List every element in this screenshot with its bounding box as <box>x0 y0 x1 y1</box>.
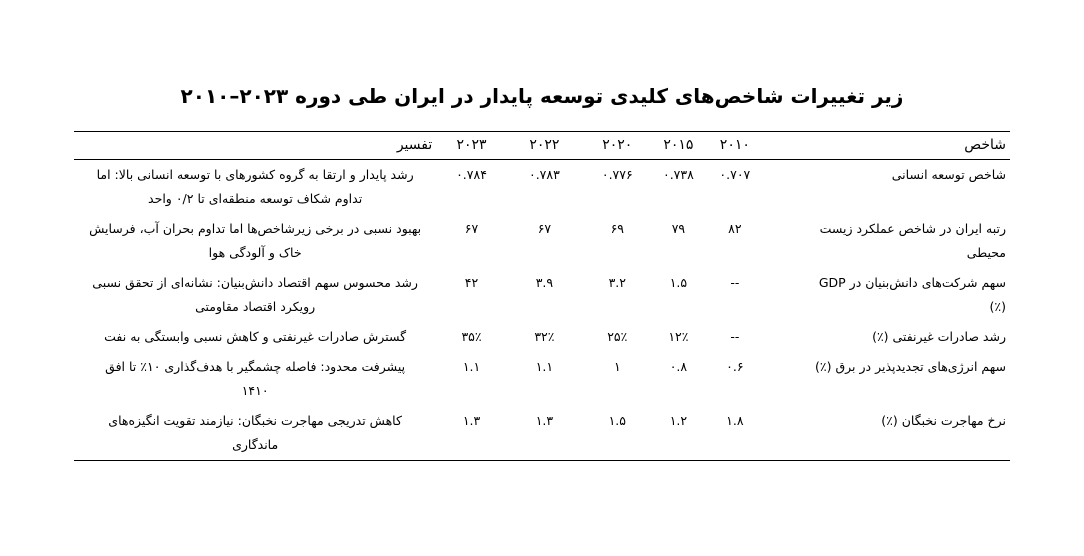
table-row: رتبه ایران در شاخص عملکرد زیست محیطی ۸۲ … <box>74 214 1010 268</box>
interpretation-cell: رشد محسوس سهم اقتصاد دانش‌بنیان: نشانه‌ا… <box>92 275 418 314</box>
table-row: سهم انرژی‌های تجدیدپذیر در برق (٪) ۰.۶ ۰… <box>74 352 1010 406</box>
value-cell-2010: -- <box>730 329 740 344</box>
value-cell-2023: ۰.۷۸۴ <box>456 167 487 182</box>
col-header-interpretation: تفسیر <box>74 131 437 160</box>
col-header-2022: ۲۰۲۲ <box>506 131 583 160</box>
value-cell-2022: ۳۲٪ <box>534 329 555 344</box>
value-cell-2015: ۰.۸ <box>669 359 688 374</box>
value-cell-2022: ۳.۹ <box>535 275 554 290</box>
indicators-table: شاخص ۲۰۱۰ ۲۰۱۵ ۲۰۲۰ ۲۰۲۲ ۲۰۲۳ تفسیر شاخص… <box>74 131 1010 461</box>
value-cell-2023: ۶۷ <box>464 221 479 236</box>
value-cell-2022: ۶۷ <box>537 221 552 236</box>
value-cell-2020: ۲۵٪ <box>607 329 628 344</box>
col-header-2023: ۲۰۲۳ <box>436 131 507 160</box>
indicator-cell: سهم شرکت‌های دانش‌بنیان در GDP (٪) <box>818 275 1006 314</box>
indicator-cell: شاخص توسعه انسانی <box>891 167 1006 182</box>
value-cell-2010: -- <box>730 275 740 290</box>
value-cell-2015: ۰.۷۳۸ <box>663 167 694 182</box>
table-row: سهم شرکت‌های دانش‌بنیان در GDP (٪) -- ۱.… <box>74 268 1010 322</box>
interpretation-cell: کاهش تدریجی مهاجرت نخبگان: نیازمند تقویت… <box>108 413 402 452</box>
value-cell-2023: ۱.۳ <box>462 413 481 428</box>
col-header-2010: ۲۰۱۰ <box>704 131 766 160</box>
interpretation-cell: رشد پایدار و ارتقا به گروه کشورهای با تو… <box>96 167 414 206</box>
header-row: شاخص ۲۰۱۰ ۲۰۱۵ ۲۰۲۰ ۲۰۲۲ ۲۰۲۳ تفسیر <box>74 131 1010 160</box>
interpretation-cell: بهبود نسبی در برخی زیرشاخص‌ها اما تداوم … <box>89 221 422 260</box>
value-cell-2020: ۱ <box>613 359 621 374</box>
col-header-2020: ۲۰۲۰ <box>582 131 653 160</box>
interpretation-cell: پیشرفت محدود: فاصله چشمگیر با هدف‌گذاری … <box>105 359 406 398</box>
table-row: شاخص توسعه انسانی ۰.۷۰۷ ۰.۷۳۸ ۰.۷۷۶ ۰.۷۸… <box>74 160 1010 215</box>
value-cell-2010: ۰.۶ <box>726 359 744 374</box>
indicator-cell: رتبه ایران در شاخص عملکرد زیست محیطی <box>819 221 1006 260</box>
value-cell-2022: ۱.۳ <box>535 413 554 428</box>
indicator-cell: نرخ مهاجرت نخبگان (٪) <box>881 413 1006 428</box>
page-title: زیر تغییرات شاخص‌های کلیدی توسعه پایدار … <box>180 84 904 108</box>
indicator-cell: سهم انرژی‌های تجدیدپذیر در برق (٪) <box>815 359 1006 374</box>
col-header-2015: ۲۰۱۵ <box>652 131 705 160</box>
value-cell-2023: ۳۵٪ <box>461 329 482 344</box>
value-cell-2020: ۰.۷۷۶ <box>601 167 633 182</box>
value-cell-2010: ۱.۸ <box>726 413 744 428</box>
indicators-table-container: شاخص ۲۰۱۰ ۲۰۱۵ ۲۰۲۰ ۲۰۲۲ ۲۰۲۳ تفسیر شاخص… <box>74 131 1010 461</box>
value-cell-2020: ۶۹ <box>610 221 625 236</box>
value-cell-2015: ۷۹ <box>671 221 686 236</box>
value-cell-2022: ۰.۷۸۳ <box>528 167 560 182</box>
value-cell-2022: ۱.۱ <box>535 359 554 374</box>
value-cell-2015: ۱.۲ <box>669 413 688 428</box>
table-row: نرخ مهاجرت نخبگان (٪) ۱.۸ ۱.۲ ۱.۵ ۱.۳ ۱.… <box>74 406 1010 461</box>
value-cell-2015: ۱۲٪ <box>668 329 689 344</box>
value-cell-2020: ۳.۲ <box>608 275 626 290</box>
value-cell-2010: ۰.۷۰۷ <box>719 167 751 182</box>
table-row: رشد صادرات غیرنفتی (٪) -- ۱۲٪ ۲۵٪ ۳۲٪ ۳۵… <box>74 322 1010 352</box>
col-header-indicator: شاخص <box>765 131 1010 160</box>
value-cell-2023: ۴۲ <box>464 275 479 290</box>
value-cell-2023: ۱.۱ <box>462 359 481 374</box>
indicator-cell: رشد صادرات غیرنفتی (٪) <box>872 329 1006 344</box>
value-cell-2010: ۸۲ <box>728 221 742 236</box>
value-cell-2020: ۱.۵ <box>608 413 626 428</box>
value-cell-2015: ۱.۵ <box>669 275 688 290</box>
interpretation-cell: گسترش صادرات غیرنفتی و کاهش نسبی وابستگی… <box>104 329 407 344</box>
